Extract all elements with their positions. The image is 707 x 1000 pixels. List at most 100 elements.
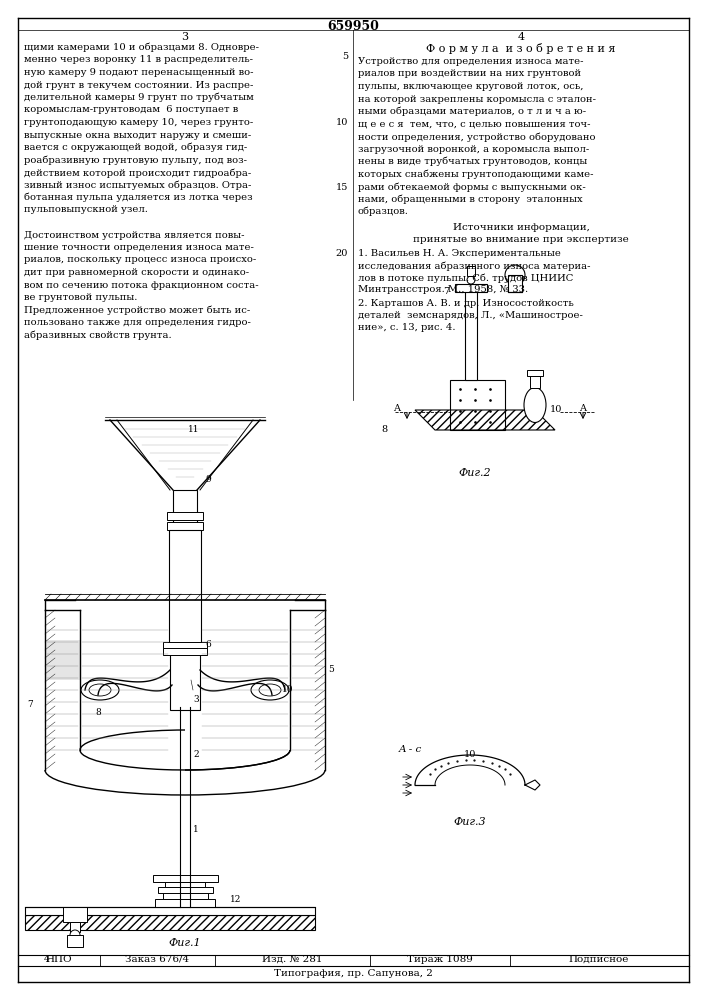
- Text: нены в виде трубчатых грунтоводов, концы: нены в виде трубчатых грунтоводов, концы: [358, 157, 588, 166]
- Bar: [170, 650, 200, 710]
- Text: принятые во внимание при экспертизе: принятые во внимание при экспертизе: [413, 235, 629, 244]
- Bar: [63, 907, 87, 922]
- Bar: [163, 893, 208, 899]
- Text: выпускные окна выходит наружу и смеши-: выпускные окна выходит наружу и смеши-: [24, 130, 251, 139]
- Text: на которой закреплены коромысла с эталон-: на которой закреплены коромысла с эталон…: [358, 95, 596, 104]
- Text: Устройство для определения износа мате-: Устройство для определения износа мате-: [358, 57, 583, 66]
- Text: 6: 6: [205, 640, 211, 649]
- Text: 3: 3: [182, 32, 189, 42]
- Text: ными образцами материалов, о т л и ч а ю-: ными образцами материалов, о т л и ч а ю…: [358, 107, 586, 116]
- Text: Типография, пр. Сапунова, 2: Типография, пр. Сапунова, 2: [274, 968, 433, 978]
- Circle shape: [70, 930, 80, 940]
- Text: пользовано также для определения гидро-: пользовано также для определения гидро-: [24, 318, 251, 327]
- Bar: [467, 266, 475, 276]
- Text: роабразивную грунтовую пульпу, под воз-: роабразивную грунтовую пульпу, под воз-: [24, 155, 247, 165]
- Text: делительной камеры 9 грунт по трубчатым: делительной камеры 9 грунт по трубчатым: [24, 93, 254, 103]
- Text: 10: 10: [282, 685, 293, 694]
- Bar: [530, 376, 540, 388]
- Text: Минтрансстроя. М., 1958, № 33.: Минтрансстроя. М., 1958, № 33.: [358, 286, 528, 294]
- Text: деталей  земснарядов, Л., «Машинострое-: деталей земснарядов, Л., «Машинострое-: [358, 312, 583, 320]
- Text: 9: 9: [205, 475, 211, 484]
- Text: Фиг.3: Фиг.3: [454, 817, 486, 827]
- Bar: [450, 380, 505, 430]
- Text: Изд. № 281: Изд. № 281: [262, 954, 322, 964]
- Text: лов в потоке пульпы. Сб. трудов ЦНИИС: лов в потоке пульпы. Сб. трудов ЦНИИС: [358, 273, 573, 283]
- Text: A: A: [580, 404, 587, 413]
- Bar: [167, 522, 203, 530]
- Text: 15: 15: [336, 183, 348, 192]
- Ellipse shape: [89, 684, 111, 696]
- Bar: [163, 647, 207, 655]
- Ellipse shape: [259, 684, 281, 696]
- Text: A - c: A - c: [398, 745, 421, 754]
- Text: 10: 10: [336, 118, 348, 127]
- Text: 10: 10: [550, 405, 562, 414]
- Text: 4: 4: [45, 955, 50, 964]
- Text: Фиг.1: Фиг.1: [169, 938, 201, 948]
- Text: пульпы, включающее круговой лоток, ось,: пульпы, включающее круговой лоток, ось,: [358, 82, 583, 91]
- Text: вом по сечению потока фракционном соста-: вом по сечению потока фракционном соста-: [24, 280, 259, 290]
- Text: ную камеру 9 подают перенасыщенный во-: ную камеру 9 подают перенасыщенный во-: [24, 68, 254, 77]
- Text: загрузочной воронкой, а коромысла выпол-: загрузочной воронкой, а коромысла выпол-: [358, 144, 589, 153]
- Text: A: A: [394, 404, 400, 413]
- Ellipse shape: [251, 680, 289, 700]
- Bar: [527, 370, 543, 376]
- Bar: [25, 907, 315, 915]
- Bar: [465, 290, 477, 380]
- Text: Источники информации,: Источники информации,: [452, 224, 590, 232]
- Bar: [158, 887, 213, 893]
- Text: рами обтекаемой формы с выпускными ок-: рами обтекаемой формы с выпускными ок-: [358, 182, 586, 192]
- Text: щими камерами 10 и образцами 8. Одновре-: щими камерами 10 и образцами 8. Одновре-: [24, 43, 259, 52]
- Bar: [165, 882, 205, 887]
- Text: 1. Васильев Н. А. Экспериментальные: 1. Васильев Н. А. Экспериментальные: [358, 249, 561, 258]
- Text: нами, обращенными в сторону  эталонных: нами, обращенными в сторону эталонных: [358, 194, 583, 204]
- Text: коромыслам-грунтоводам  6 поступает в: коромыслам-грунтоводам 6 поступает в: [24, 105, 238, 114]
- Bar: [163, 642, 207, 648]
- Text: пульповыпускной узел.: пульповыпускной узел.: [24, 206, 148, 215]
- Text: риалов, поскольку процесс износа происхо-: риалов, поскольку процесс износа происхо…: [24, 255, 256, 264]
- Text: Тираж 1089: Тираж 1089: [407, 954, 473, 964]
- Text: 8: 8: [381, 425, 387, 434]
- Text: 1: 1: [193, 825, 199, 834]
- Text: Заказ 676/4: Заказ 676/4: [125, 954, 189, 964]
- Text: дит при равномерной скорости и одинако-: дит при равномерной скорости и одинако-: [24, 268, 249, 277]
- Text: вается с окружающей водой, образуя гид-: вается с окружающей водой, образуя гид-: [24, 143, 247, 152]
- Bar: [67, 935, 83, 947]
- Text: которых снабжены грунтоподающими каме-: которых снабжены грунтоподающими каме-: [358, 169, 593, 179]
- Text: щ е е с я  тем, что, с целью повышения точ-: щ е е с я тем, что, с целью повышения то…: [358, 119, 590, 128]
- Text: 20: 20: [336, 249, 348, 258]
- Text: ности определения, устройство оборудовано: ности определения, устройство оборудован…: [358, 132, 595, 141]
- Bar: [180, 707, 190, 907]
- Text: действием которой происходит гидроабра-: действием которой происходит гидроабра-: [24, 168, 251, 178]
- Bar: [155, 899, 215, 907]
- Text: исследования абразивного износа материа-: исследования абразивного износа материа-: [358, 261, 590, 271]
- Bar: [455, 284, 487, 292]
- Text: 3: 3: [193, 695, 199, 704]
- Text: Подписное: Подписное: [569, 954, 629, 964]
- Text: 7: 7: [443, 287, 449, 296]
- Text: НПО: НПО: [46, 954, 72, 964]
- Text: 5: 5: [342, 52, 348, 61]
- Bar: [25, 915, 315, 930]
- Circle shape: [467, 276, 475, 284]
- Text: шение точности определения износа мате-: шение точности определения износа мате-: [24, 243, 254, 252]
- Bar: [153, 875, 218, 882]
- Text: 659950: 659950: [327, 20, 379, 33]
- Text: Ф о р м у л а  и з о б р е т е н и я: Ф о р м у л а и з о б р е т е н и я: [426, 43, 616, 54]
- Ellipse shape: [524, 387, 546, 422]
- Text: 5: 5: [328, 665, 334, 674]
- Text: ботанная пульпа удаляется из лотка через: ботанная пульпа удаляется из лотка через: [24, 193, 252, 202]
- Text: зивный износ испытуемых образцов. Отра-: зивный износ испытуемых образцов. Отра-: [24, 180, 252, 190]
- Text: ние», с. 13, рис. 4.: ние», с. 13, рис. 4.: [358, 324, 455, 332]
- Text: абразивных свойств грунта.: абразивных свойств грунта.: [24, 330, 172, 340]
- Text: Достоинством устройства является повы-: Достоинством устройства является повы-: [24, 231, 245, 239]
- Bar: [508, 275, 522, 292]
- Ellipse shape: [81, 680, 119, 700]
- Text: риалов при воздействии на них грунтовой: риалов при воздействии на них грунтовой: [358, 70, 581, 79]
- Bar: [45, 640, 80, 680]
- Text: грунтоподающую камеру 10, через грунто-: грунтоподающую камеру 10, через грунто-: [24, 118, 253, 127]
- Text: 4: 4: [518, 32, 525, 42]
- Bar: [70, 922, 80, 932]
- Text: 10: 10: [464, 750, 477, 759]
- Text: Фиг.2: Фиг.2: [459, 468, 491, 478]
